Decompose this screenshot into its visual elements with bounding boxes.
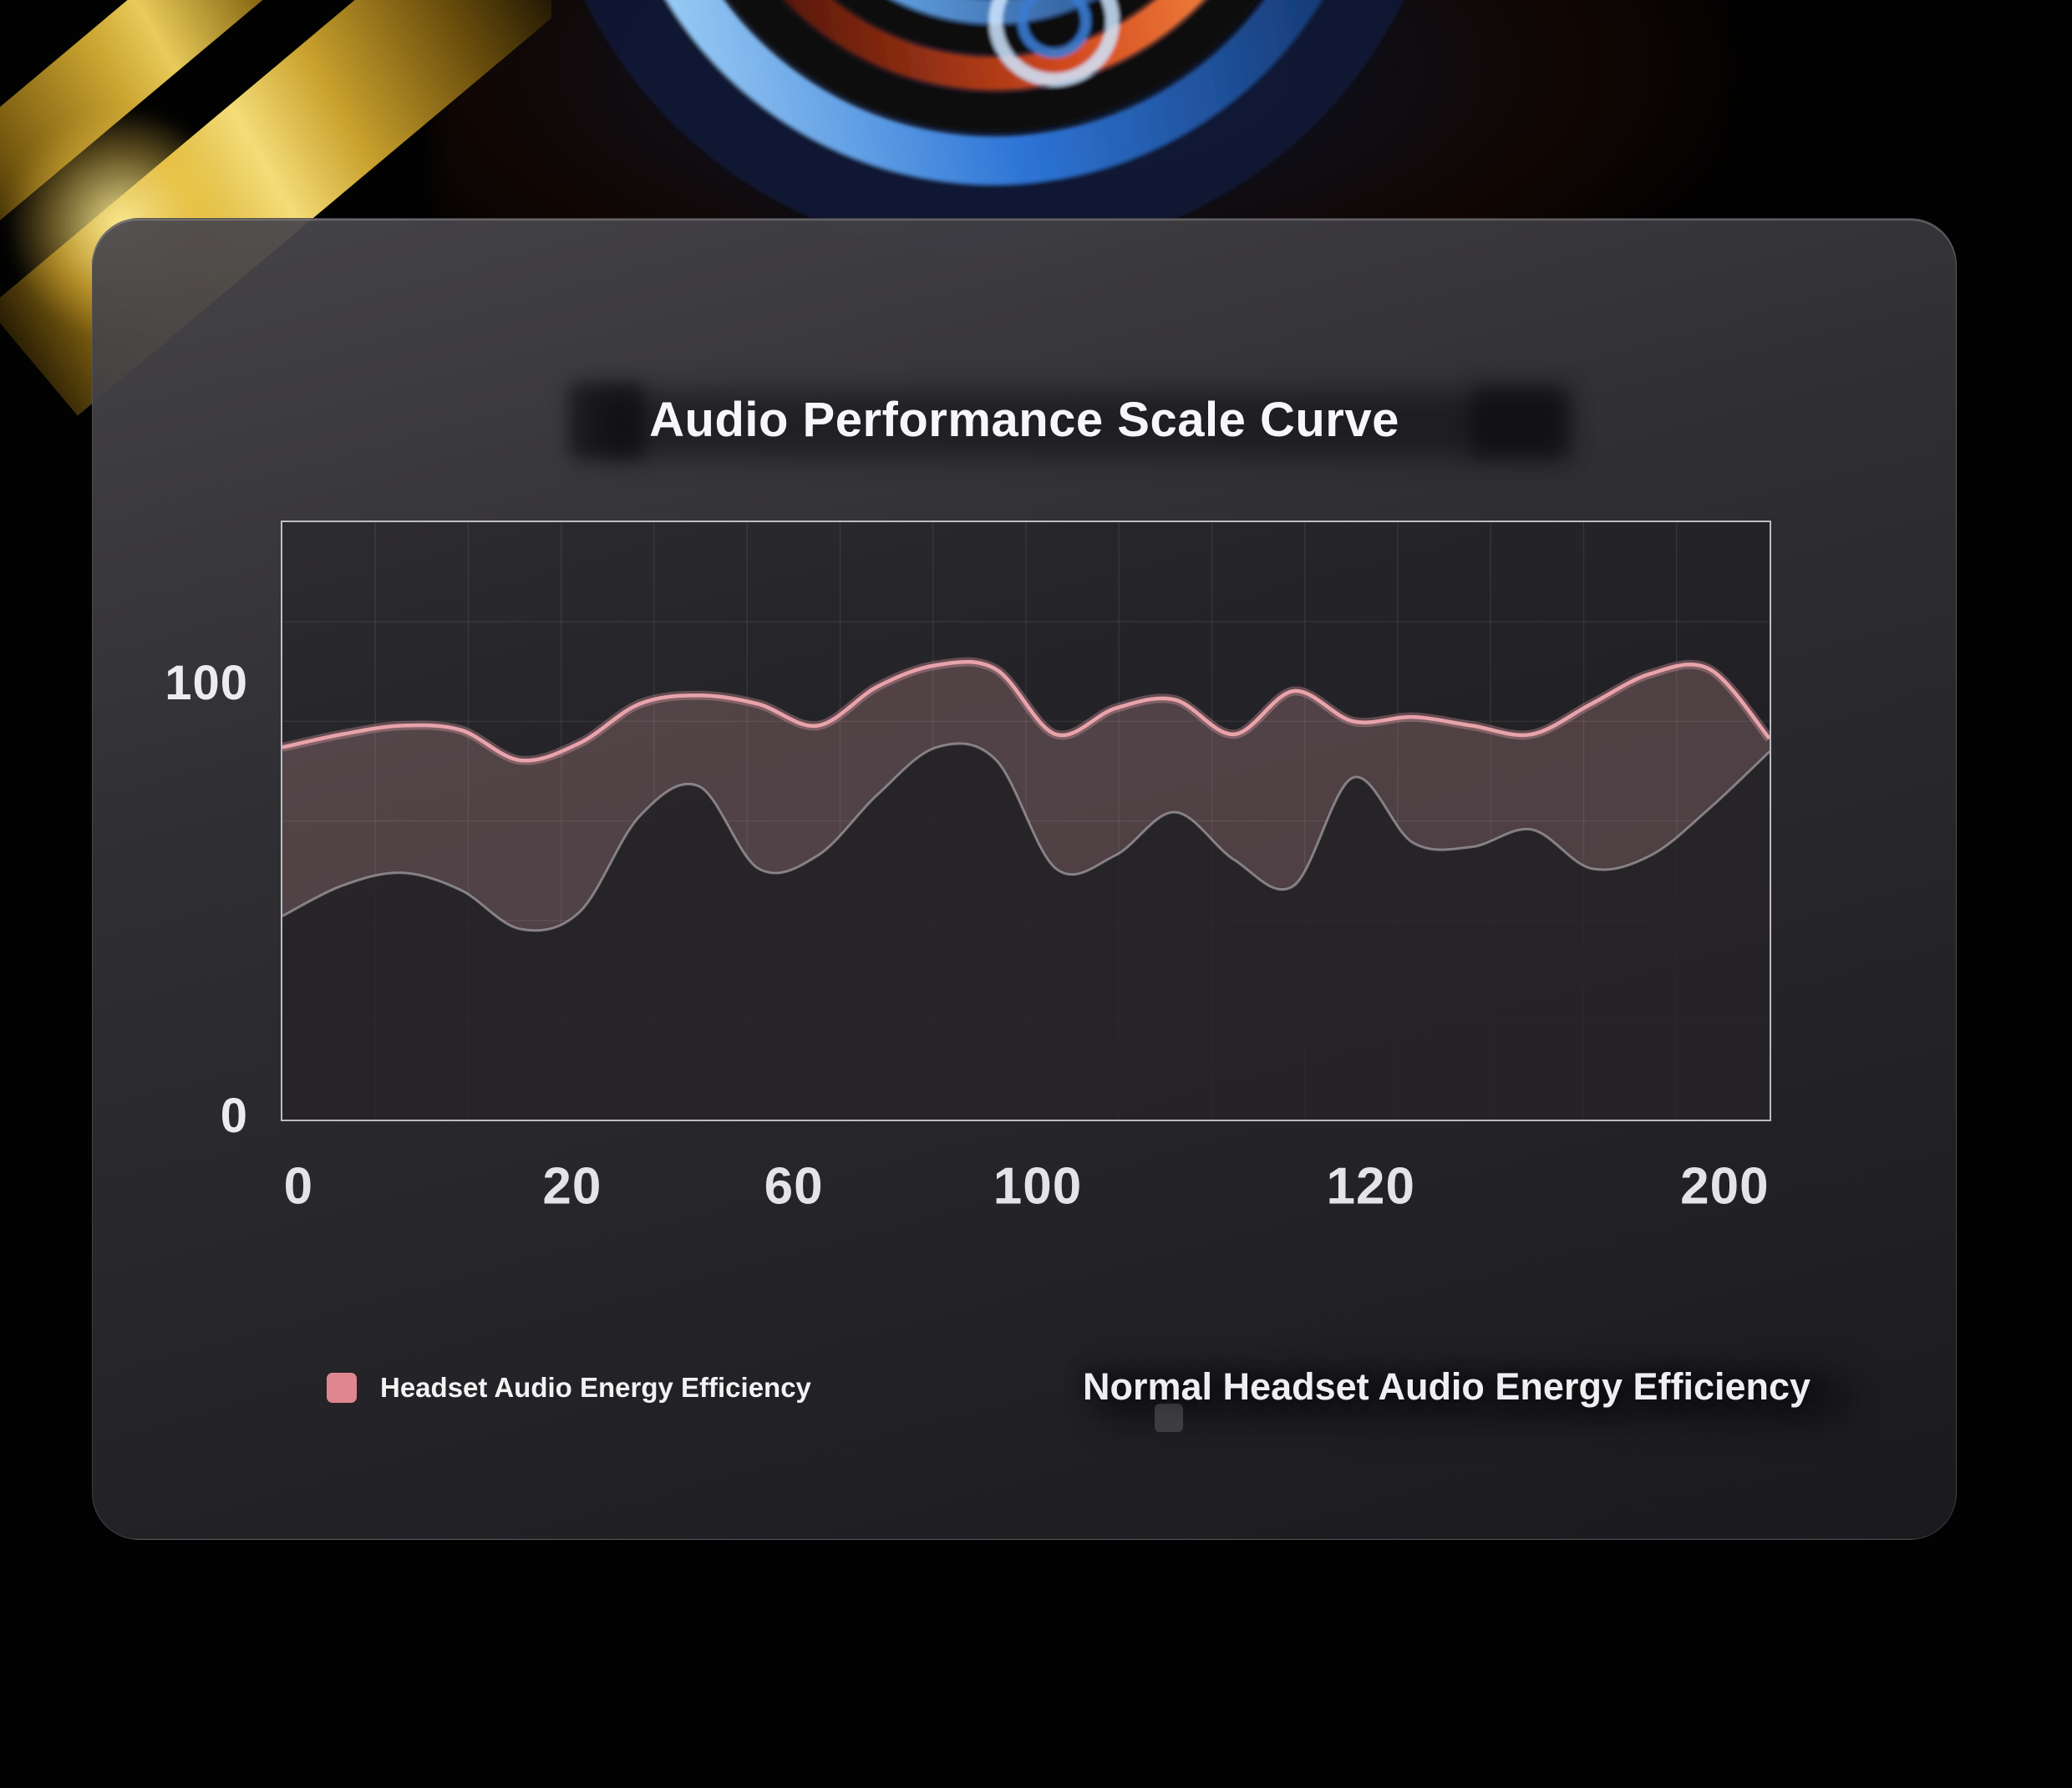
blurred-ghost-text [569, 383, 644, 460]
blurred-ghost-text [594, 391, 1563, 458]
blurred-ghost-text [1471, 386, 1572, 458]
x-tick-label: 60 [764, 1157, 824, 1216]
legend-item-normal-headset: Normal Headset Audio Energy Efficiency [1083, 1365, 1811, 1432]
y-tick-label: 0 [220, 1088, 248, 1143]
chart-title: Audio Performance Scale Curve [649, 393, 1399, 447]
swirl-decoration [538, 0, 1450, 257]
y-tick-label: 100 [165, 655, 248, 710]
chart-canvas [282, 522, 1770, 1120]
legend-swatch-pink [327, 1373, 357, 1403]
chart-panel: Audio Performance Scale Curve 0 20 60 100 12… [92, 218, 1957, 1540]
legend-label-headset: Headset Audio Energy Efficiency [380, 1372, 811, 1403]
x-tick-label: 0 [283, 1157, 314, 1216]
legend-swatch-dark [1155, 1404, 1183, 1432]
x-tick-label: 120 [1326, 1157, 1415, 1216]
legend-item-headset: Headset Audio Energy Efficiency [327, 1372, 811, 1404]
x-tick-label: 100 [993, 1157, 1083, 1216]
x-tick-label: 20 [542, 1157, 602, 1216]
plot-area [281, 521, 1771, 1121]
blurred-ghost-text [1099, 1370, 1851, 1425]
x-tick-label: 200 [1680, 1157, 1770, 1216]
legend-label-normal-headset: Normal Headset Audio Energy Efficiency [1083, 1365, 1811, 1408]
